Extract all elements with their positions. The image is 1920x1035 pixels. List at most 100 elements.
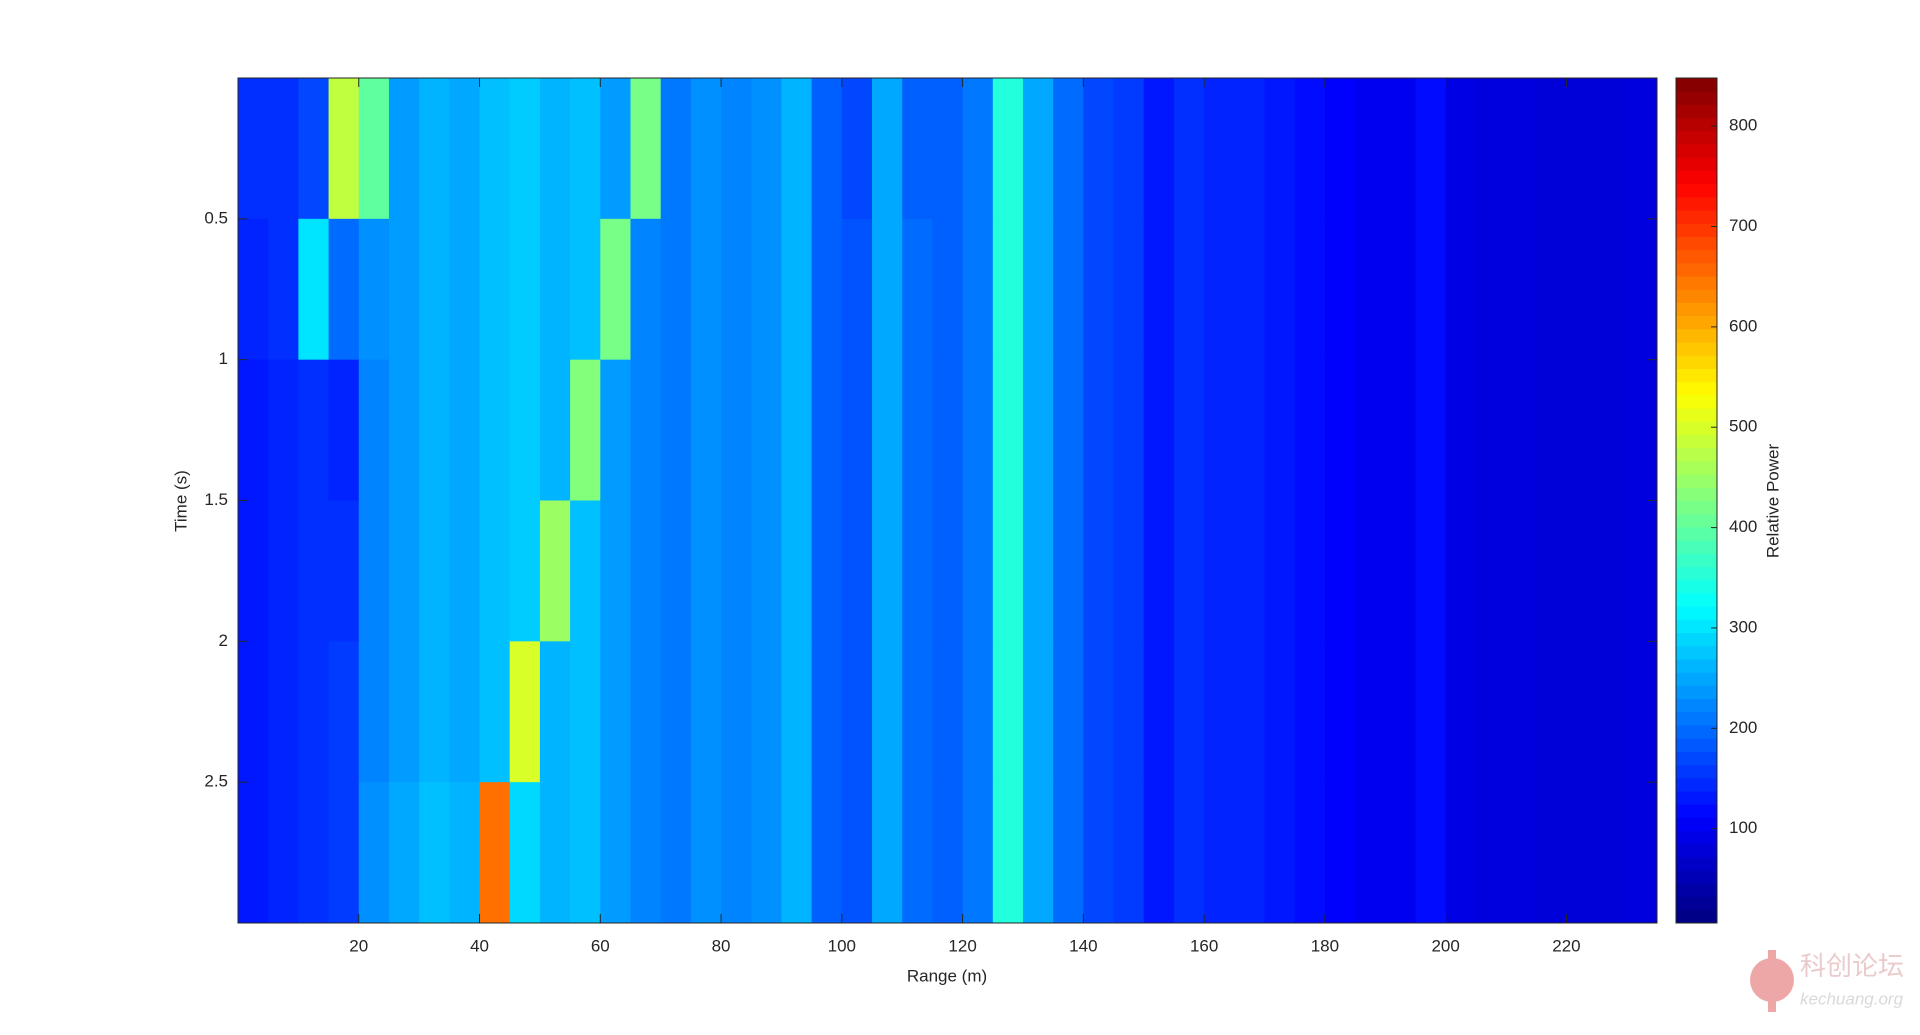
colorbar-swatch [1676, 606, 1717, 620]
heatmap-cell [1415, 218, 1447, 361]
heatmap-cell [1143, 782, 1175, 924]
colorbar-swatch [1676, 830, 1717, 845]
heatmap-cell [1475, 359, 1507, 501]
colorbar-swatch [1676, 645, 1717, 660]
heatmap-cell [1294, 500, 1326, 642]
heatmap-cell [872, 359, 903, 501]
heatmap-cell [932, 218, 964, 361]
heatmap-cell [1385, 641, 1416, 783]
x-axis-label: Range (m) [907, 966, 987, 985]
heatmap-cell [1173, 500, 1205, 642]
heatmap-cell [1053, 641, 1084, 783]
heatmap-cell [811, 78, 843, 220]
heatmap-cell [358, 782, 390, 924]
heatmap-cell [419, 218, 450, 361]
heatmap-cell [539, 641, 571, 783]
heatmap-cell [238, 641, 269, 783]
heatmap-cell [298, 641, 330, 783]
heatmap-cell [751, 782, 782, 924]
heatmap-cell [1324, 641, 1356, 783]
heatmap-cell [932, 641, 964, 783]
y-tick-label: 2.5 [204, 772, 228, 791]
heatmap-cell [1506, 359, 1537, 501]
heatmap-cell [630, 218, 662, 361]
heatmap-cell [1234, 218, 1266, 361]
heatmap-cell [630, 782, 662, 924]
colorbar-swatch [1676, 526, 1717, 541]
heatmap-cell [811, 500, 843, 642]
heatmap-cell [1113, 218, 1145, 361]
x-tick-label: 40 [470, 936, 489, 955]
heatmap-cell [660, 218, 692, 361]
heatmap-cell [1264, 359, 1296, 501]
heatmap-cell [872, 782, 903, 924]
heatmap-cell [238, 500, 269, 642]
heatmap-cell [962, 782, 994, 924]
heatmap-cell [539, 782, 571, 924]
heatmap-cell [509, 78, 541, 220]
heatmap-cell [1324, 78, 1356, 220]
heatmap-cell [1173, 782, 1205, 924]
heatmap-cell [238, 78, 269, 220]
heatmap-cell [449, 218, 481, 361]
colorbar-swatch [1676, 658, 1717, 673]
heatmap-cell [479, 500, 511, 642]
heatmap-cell [1113, 359, 1145, 501]
heatmap-cell [238, 218, 269, 361]
heatmap-cell [328, 359, 360, 501]
heatmap-cell [1113, 500, 1145, 642]
colorbar-swatch [1676, 328, 1717, 343]
heatmap-cell [1415, 78, 1447, 220]
heatmap-cell [1022, 359, 1054, 501]
heatmap-cell [1626, 359, 1658, 501]
colorbar-swatch [1676, 130, 1717, 145]
heatmap-cell [902, 218, 933, 361]
heatmap-cell [238, 359, 269, 501]
heatmap-cell [872, 641, 903, 783]
x-tick-label: 220 [1552, 936, 1580, 955]
heatmap-cell [872, 78, 903, 220]
x-tick-label: 180 [1311, 936, 1339, 955]
heatmap-cell [1536, 500, 1567, 642]
heatmap-cell [1053, 218, 1084, 361]
heatmap-cell [841, 500, 873, 642]
colorbar-swatch [1676, 421, 1717, 435]
heatmap-cell [932, 78, 964, 220]
heatmap-cell [1053, 782, 1084, 924]
heatmap-cell [419, 78, 450, 220]
heatmap-cell [388, 641, 420, 783]
heatmap-cell [600, 500, 631, 642]
colorbar-swatch [1676, 394, 1717, 409]
heatmap-cell [509, 218, 541, 361]
heatmap-cell [1385, 500, 1416, 642]
x-tick-label: 20 [349, 936, 368, 955]
colorbar-swatch [1676, 434, 1717, 449]
x-tick-label: 120 [948, 936, 976, 955]
heatmap-cell [962, 641, 994, 783]
heatmap-cell [932, 359, 964, 501]
heatmap-cell [600, 641, 631, 783]
heatmap-cell [328, 218, 360, 361]
heatmap-cell [509, 359, 541, 501]
watermark-icon [1768, 950, 1776, 1012]
heatmap-cell [1596, 218, 1628, 361]
colorbar-swatch [1676, 381, 1717, 396]
heatmap-cell [1204, 78, 1235, 220]
colorbar-tick-label: 800 [1729, 116, 1757, 135]
heatmap-cell [902, 359, 933, 501]
colorbar-swatch [1676, 474, 1717, 488]
colorbar-swatch [1676, 342, 1717, 356]
heatmap-cell [841, 641, 873, 783]
heatmap-cell [1204, 500, 1235, 642]
heatmap-cell [1385, 218, 1416, 361]
heatmap-cell [630, 641, 662, 783]
heatmap-cell [1445, 641, 1477, 783]
colorbar-swatch [1676, 144, 1717, 158]
heatmap-cell [721, 78, 752, 220]
heatmap-cell [1234, 359, 1266, 501]
colorbar-swatch [1676, 91, 1717, 105]
heatmap-cell [328, 641, 360, 783]
colorbar-swatch [1676, 738, 1717, 752]
heatmap-cell [721, 641, 752, 783]
heatmap-cell [1083, 782, 1115, 924]
